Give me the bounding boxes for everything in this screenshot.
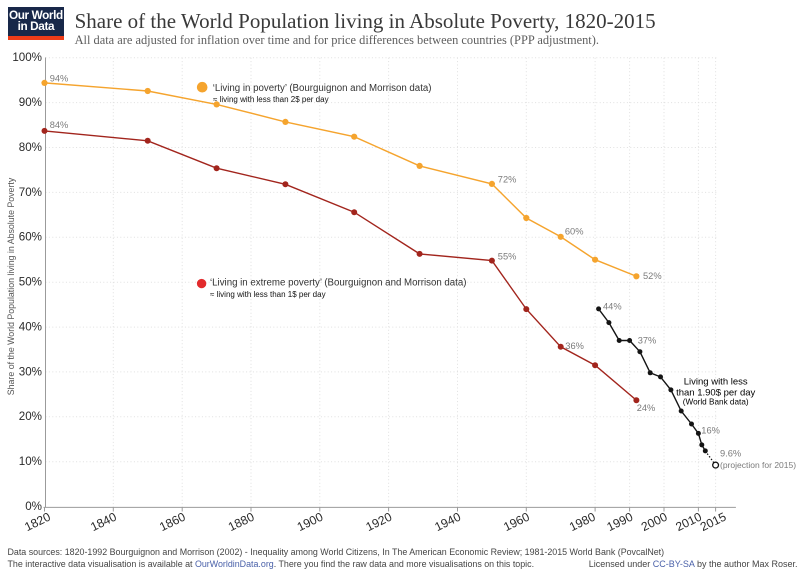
svg-text:≈ living with less than 1$ per: ≈ living with less than 1$ per day	[210, 290, 326, 299]
svg-text:60%: 60%	[565, 226, 584, 236]
svg-text:40%: 40%	[19, 321, 42, 334]
svg-text:‘Living in extreme poverty’ (B: ‘Living in extreme poverty’ (Bourguignon…	[210, 277, 467, 288]
svg-text:30%: 30%	[19, 365, 42, 378]
svg-text:(projection for 2015): (projection for 2015)	[720, 460, 796, 470]
svg-text:16%: 16%	[701, 425, 720, 435]
svg-text:20%: 20%	[19, 410, 42, 423]
svg-text:1920: 1920	[364, 510, 395, 535]
svg-text:90%: 90%	[19, 96, 42, 109]
svg-text:60%: 60%	[19, 231, 42, 244]
svg-text:50%: 50%	[19, 276, 42, 289]
svg-text:0%: 0%	[25, 500, 42, 513]
svg-text:36%: 36%	[565, 341, 584, 351]
svg-text:24%: 24%	[637, 403, 656, 413]
svg-text:1820: 1820	[22, 510, 53, 535]
svg-text:(World Bank data): (World Bank data)	[683, 398, 749, 407]
svg-text:52%: 52%	[643, 271, 662, 281]
svg-text:37%: 37%	[638, 336, 657, 346]
svg-text:1880: 1880	[226, 510, 257, 535]
svg-text:1990: 1990	[605, 510, 636, 535]
svg-text:80%: 80%	[19, 141, 42, 154]
svg-text:1980: 1980	[567, 510, 598, 535]
svg-text:94%: 94%	[50, 73, 69, 83]
svg-text:1860: 1860	[157, 510, 188, 535]
svg-text:2000: 2000	[639, 510, 670, 535]
svg-text:2015: 2015	[698, 510, 729, 535]
svg-text:72%: 72%	[498, 174, 517, 184]
svg-text:84%: 84%	[50, 120, 69, 130]
svg-text:9.6%: 9.6%	[720, 449, 741, 459]
svg-text:70%: 70%	[19, 186, 42, 199]
svg-text:1840: 1840	[88, 510, 119, 535]
svg-text:44%: 44%	[603, 302, 622, 312]
svg-text:Share of the World Population: Share of the World Population living in …	[6, 177, 16, 395]
svg-text:55%: 55%	[498, 251, 517, 261]
svg-text:Living with less: Living with less	[684, 376, 748, 387]
svg-text:1960: 1960	[501, 510, 532, 535]
svg-text:than 1.90$ per day: than 1.90$ per day	[676, 387, 755, 398]
svg-text:10%: 10%	[19, 455, 42, 468]
svg-text:1940: 1940	[432, 510, 463, 535]
svg-text:‘Living in poverty’ (Bourguign: ‘Living in poverty’ (Bourguignon and Mor…	[213, 83, 432, 94]
svg-text:1900: 1900	[295, 510, 326, 535]
svg-text:≈ living with less than 2$ per: ≈ living with less than 2$ per day	[213, 95, 329, 104]
svg-text:100%: 100%	[12, 51, 42, 64]
